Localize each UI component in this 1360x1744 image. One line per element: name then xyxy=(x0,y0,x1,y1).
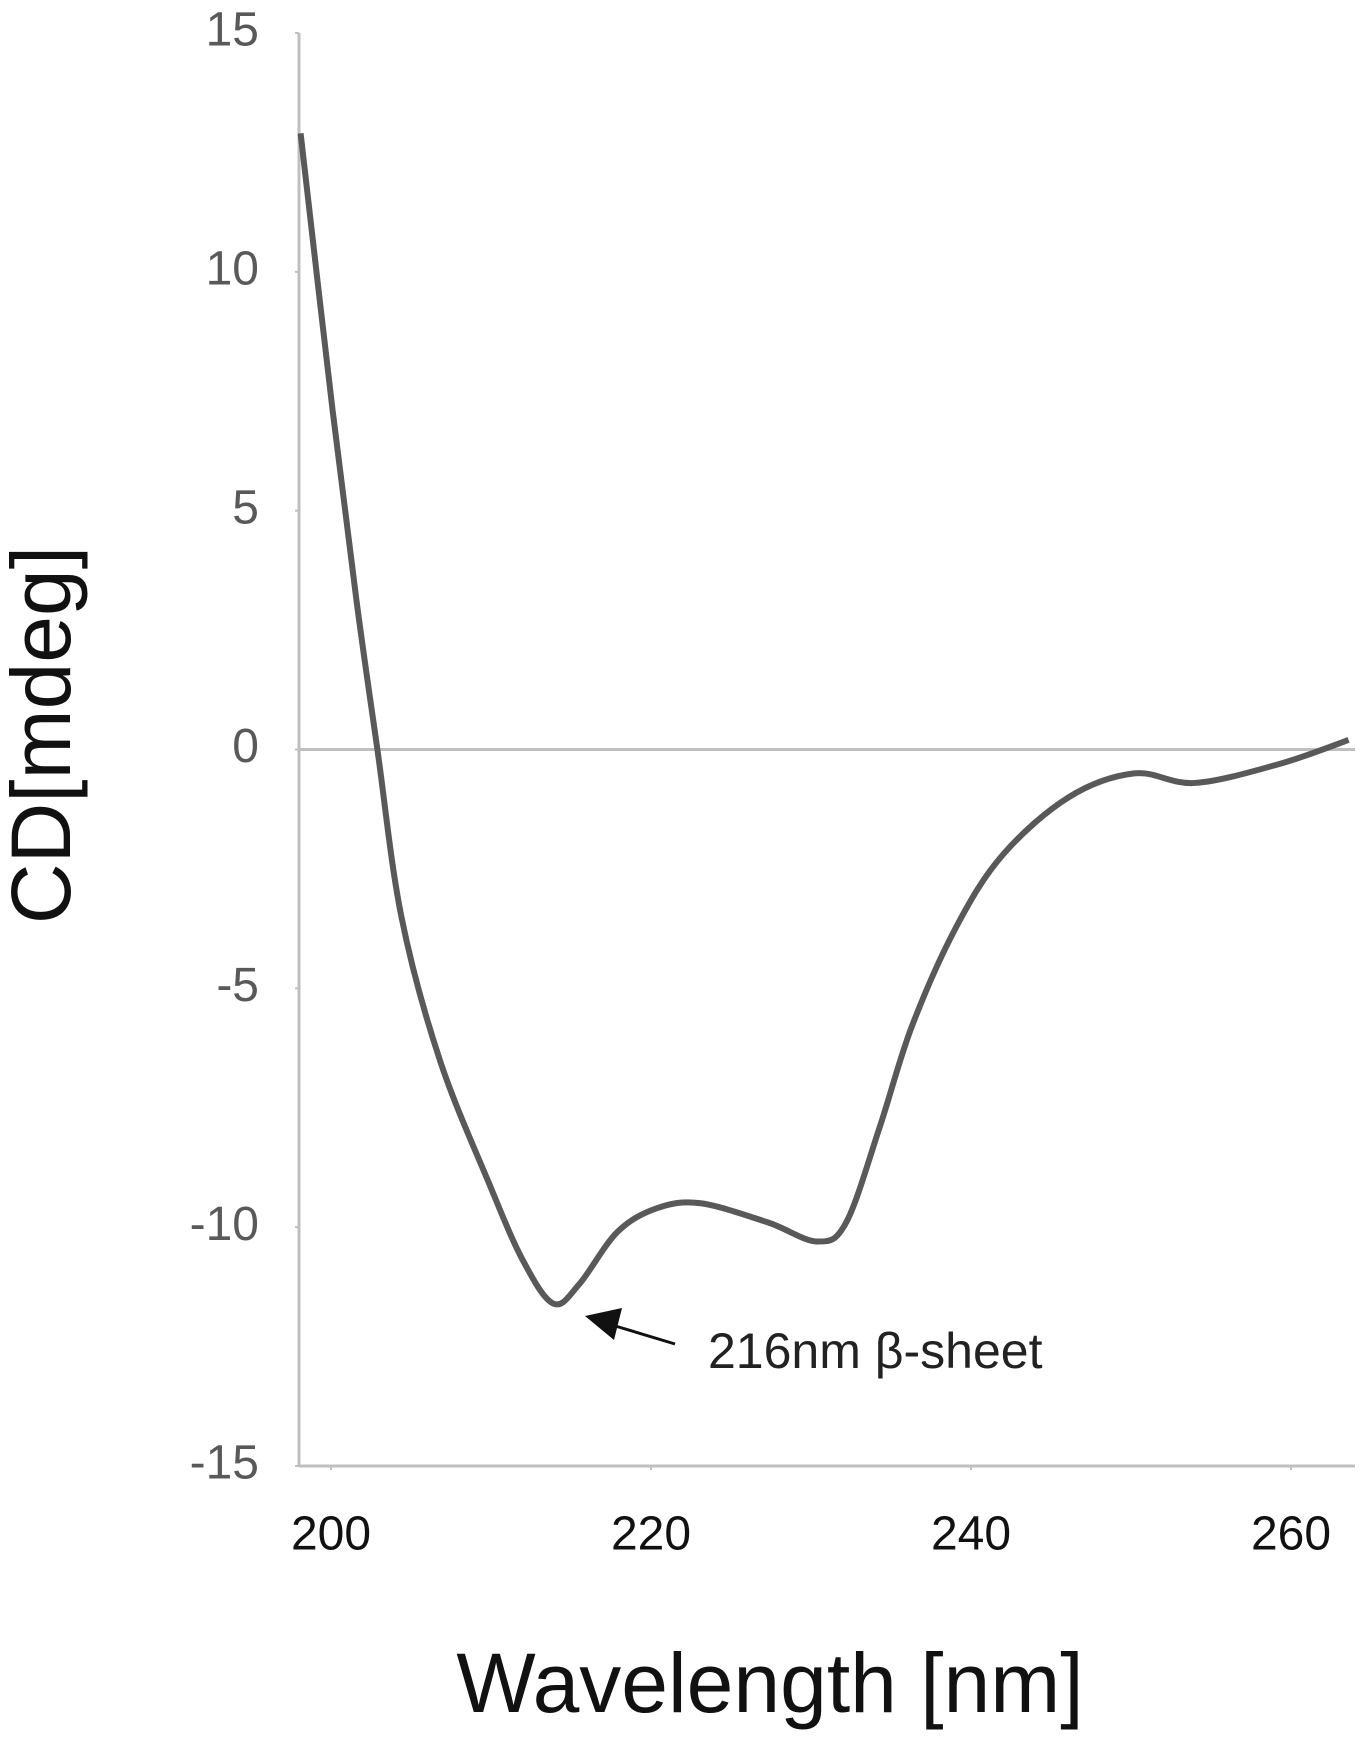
y-tick-label: 5 xyxy=(232,481,259,534)
y-axis-title: CD[mdeg] xyxy=(0,546,88,924)
y-tick-label: 0 xyxy=(232,720,259,773)
data-line xyxy=(297,132,1350,1308)
x-tick-label: 200 xyxy=(291,1508,371,1561)
annotation-arrow xyxy=(611,1323,676,1346)
x-tick-label: 260 xyxy=(1251,1508,1331,1561)
x-tick-label: 220 xyxy=(611,1508,691,1561)
x-axis-title: Wavelength [nm] xyxy=(456,1636,1083,1730)
annotation-arrowhead xyxy=(585,1308,622,1340)
x-tick-label: 240 xyxy=(931,1508,1011,1561)
y-tick-label: 15 xyxy=(206,4,259,57)
y-tick-label: -10 xyxy=(190,1198,259,1251)
y-tick-label: -15 xyxy=(190,1437,259,1490)
y-tick-label: -5 xyxy=(216,959,259,1012)
y-tick-label: 10 xyxy=(206,243,259,296)
annotation: 216nm β-sheet xyxy=(708,1323,1043,1379)
